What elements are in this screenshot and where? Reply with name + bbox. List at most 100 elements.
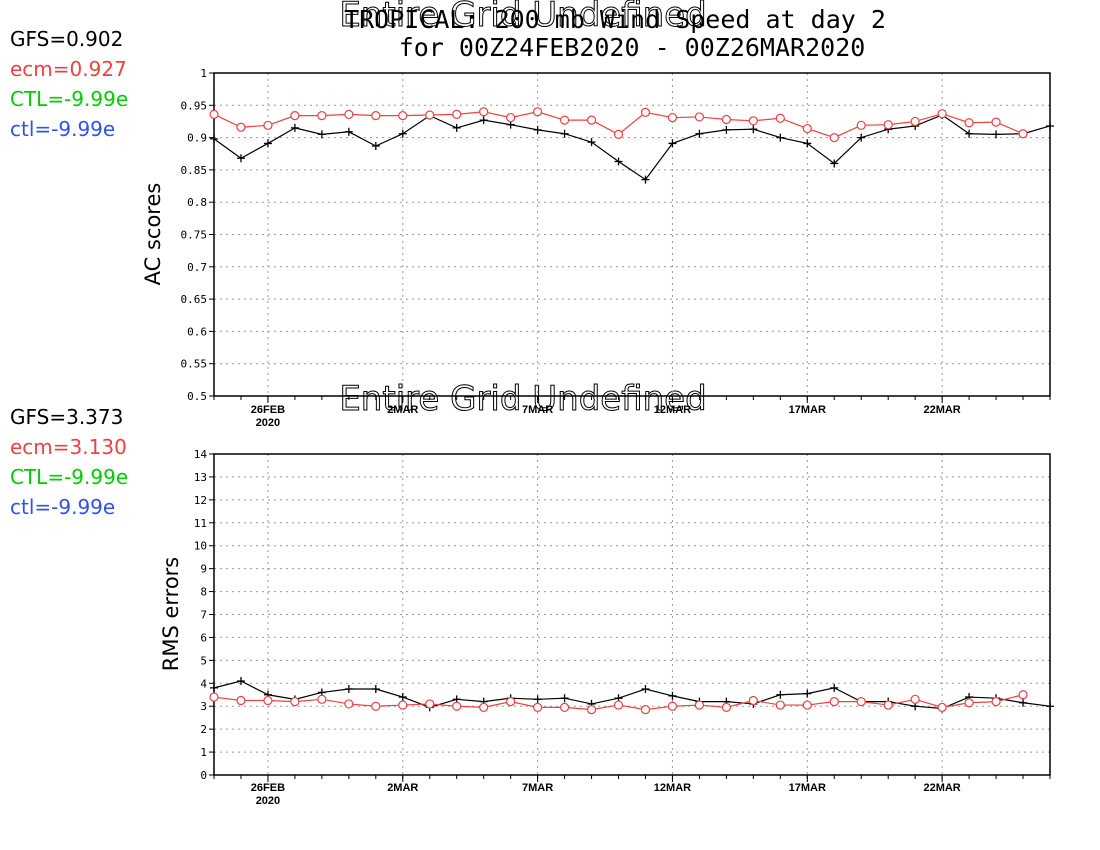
y-axis-label: RMS errors — [159, 557, 183, 672]
chart-title-line1: TROPICAL: 200 mb Wind Speed at day 2 — [344, 5, 886, 34]
data-point-ecm — [694, 700, 705, 710]
data-point-ecm — [856, 697, 866, 707]
legend-entry: ctl=-9.99e — [10, 117, 115, 141]
x-tick-label: 22MAR — [923, 782, 960, 794]
y-tick-label: 0.5 — [187, 390, 207, 403]
legend-entry: ctl=-9.99e — [10, 495, 115, 519]
legend-entry: GFS=0.902 — [10, 27, 123, 51]
data-point-ecm — [1018, 129, 1028, 139]
data-point-ecm — [802, 700, 812, 710]
data-point-gfs — [722, 125, 731, 134]
data-point-gfs — [857, 133, 866, 142]
x-tick-label: 2MAR — [387, 404, 418, 416]
data-point-ecm — [236, 695, 246, 706]
data-point-ecm — [533, 107, 543, 117]
data-point-ecm — [856, 120, 866, 130]
data-point-ecm — [371, 701, 381, 711]
data-point-gfs — [263, 139, 272, 148]
data-point-gfs — [830, 159, 839, 168]
data-point-ecm — [290, 111, 300, 121]
data-point-ecm — [640, 107, 651, 118]
data-point-ecm — [829, 133, 839, 143]
data-point-ecm — [1018, 690, 1028, 700]
data-point-ecm — [910, 694, 920, 704]
x-tick-label: 12MAR — [654, 404, 691, 416]
y-tick-label: 4 — [200, 677, 207, 690]
data-point-ecm — [748, 695, 758, 706]
x-tick-label: 12MAR — [654, 782, 691, 794]
data-point-ecm — [263, 695, 273, 706]
data-point-gfs — [1046, 121, 1054, 130]
data-point-ecm — [263, 120, 273, 130]
data-point-ecm — [209, 692, 219, 702]
x-tick-label: 2MAR — [387, 782, 418, 794]
y-tick-label: 1 — [200, 67, 207, 80]
y-tick-label: 11 — [194, 517, 207, 530]
data-point-gfs — [587, 138, 596, 147]
data-point-gfs — [1046, 702, 1054, 711]
x-tick-label: 17MAR — [789, 404, 826, 416]
data-point-gfs — [614, 157, 623, 166]
y-tick-label: 0.85 — [181, 164, 208, 177]
data-point-ecm — [209, 109, 219, 119]
y-tick-label: 0 — [200, 769, 207, 782]
y-tick-label: 14 — [194, 448, 208, 461]
plot-frame — [213, 453, 1051, 776]
x-tick-label: 17MAR — [789, 782, 826, 794]
data-point-gfs — [641, 175, 650, 184]
data-point-ecm — [452, 701, 462, 711]
data-point-gfs — [452, 123, 461, 132]
y-tick-label: 0.6 — [187, 325, 207, 338]
y-tick-label: 0.95 — [181, 99, 208, 112]
data-point-gfs — [1019, 698, 1028, 707]
x-tick-label: 26FEB — [251, 404, 285, 416]
data-point-ecm — [964, 118, 974, 128]
data-point-gfs — [236, 154, 245, 163]
x-tick-sublabel: 2020 — [256, 417, 280, 429]
data-point-ecm — [640, 705, 651, 715]
legend-entry: CTL=-9.99e — [10, 87, 128, 111]
data-point-ecm — [775, 700, 785, 710]
data-point-gfs — [344, 685, 353, 694]
data-point-gfs — [668, 139, 677, 148]
y-tick-label: 0.55 — [181, 358, 208, 371]
y-tick-label: 12 — [194, 494, 207, 507]
data-point-ecm — [775, 113, 785, 123]
data-point-ecm — [613, 129, 624, 139]
data-point-ecm — [533, 702, 543, 712]
y-tick-label: 8 — [200, 586, 207, 599]
data-point-ecm — [559, 115, 570, 125]
y-tick-label: 5 — [200, 654, 207, 667]
data-point-gfs — [533, 695, 542, 704]
data-point-ecm — [479, 702, 489, 712]
data-point-ecm — [613, 700, 624, 710]
data-point-gfs — [344, 127, 353, 136]
data-point-gfs — [560, 129, 569, 138]
data-point-gfs — [371, 685, 380, 694]
data-point-ecm — [748, 116, 758, 126]
data-point-ecm — [506, 112, 516, 123]
data-point-ecm — [479, 107, 489, 117]
y-tick-label: 10 — [194, 540, 207, 553]
data-point-ecm — [559, 702, 570, 712]
data-point-gfs — [371, 141, 380, 150]
data-point-gfs — [695, 129, 704, 138]
x-tick-label: 7MAR — [522, 404, 553, 416]
legend-entry: ecm=0.927 — [10, 57, 127, 81]
x-tick-label: 22MAR — [923, 404, 960, 416]
y-tick-label: 13 — [194, 471, 207, 484]
data-point-ecm — [344, 109, 354, 119]
data-point-ecm — [910, 116, 920, 127]
data-point-gfs — [398, 693, 407, 702]
data-point-gfs — [290, 123, 299, 132]
data-point-ecm — [371, 111, 381, 121]
data-point-ecm — [586, 705, 597, 715]
data-point-ecm — [425, 699, 435, 709]
data-point-ecm — [290, 697, 300, 707]
data-point-ecm — [317, 694, 327, 704]
data-point-ecm — [721, 702, 731, 712]
data-point-ecm — [586, 115, 597, 125]
data-point-ecm — [694, 112, 705, 122]
data-point-ecm — [506, 697, 516, 707]
y-tick-label: 1 — [200, 746, 207, 759]
